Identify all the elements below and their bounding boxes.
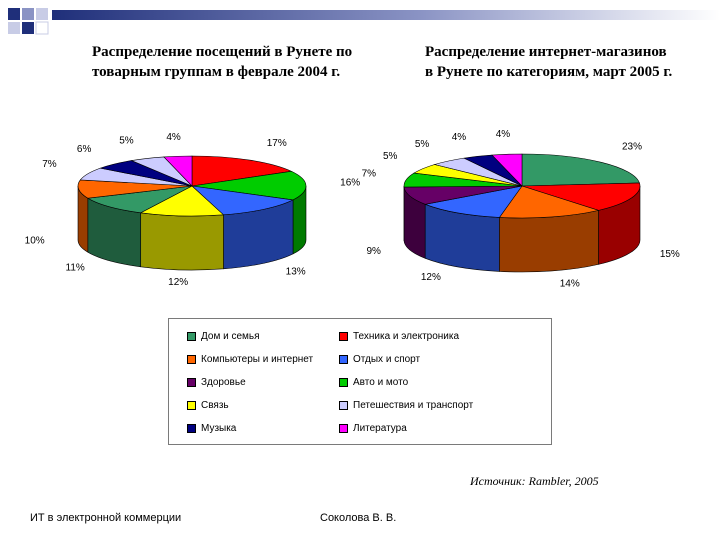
legend-label: Авто и мото — [353, 376, 409, 388]
legend-item: Здоровье — [187, 375, 246, 389]
pie-data-label: 15% — [660, 249, 680, 260]
legend-swatch — [187, 423, 196, 433]
legend: Дом и семья Техника и электроника Компьюте… — [168, 318, 552, 445]
footer-author: Соколова В. В. — [320, 512, 397, 524]
legend-item: Связь — [187, 398, 229, 412]
pie-data-label: 5% — [415, 139, 430, 150]
pie-data-label: 9% — [366, 246, 381, 257]
pie-data-label: 12% — [168, 277, 188, 288]
legend-label: Компьютеры и интернет — [201, 353, 314, 365]
pie-data-label: 13% — [286, 267, 306, 278]
pie-data-label: 4% — [452, 132, 467, 143]
legend-label: Литература — [353, 422, 407, 434]
pie-slice — [424, 185, 523, 218]
pie-data-label: 17% — [267, 138, 287, 149]
pie-slice — [191, 185, 295, 216]
legend-swatch — [187, 377, 196, 387]
pie-slice-side — [140, 212, 224, 271]
pie-data-label: 6% — [77, 144, 92, 155]
pie-data-label: 16% — [340, 177, 360, 188]
legend-label: Музыка — [201, 422, 237, 434]
pie-slice — [163, 155, 193, 187]
legend-swatch — [339, 354, 348, 364]
pie-slice — [139, 185, 225, 217]
pie-data-label: 10% — [25, 236, 45, 247]
legend-item: Дом и семья — [187, 329, 260, 343]
pie-data-label: 12% — [421, 272, 441, 283]
pie-slice — [491, 153, 523, 187]
legend-item: Литература — [339, 421, 407, 435]
pie-data-label: 23% — [622, 141, 642, 152]
legend-label: Петешествия и транспорт — [353, 399, 474, 411]
pie-data-label: 5% — [119, 135, 134, 146]
decorative-top-bar — [8, 8, 720, 35]
legend-item: Петешествия и транспорт — [339, 398, 473, 412]
pie-slice — [521, 182, 641, 211]
legend-item: Компьютеры и интернет — [187, 352, 313, 366]
pie-slice — [498, 185, 600, 219]
pie-data-label: 5% — [383, 151, 398, 162]
legend-item: Музыка — [187, 421, 236, 435]
legend-label: Техника и электроника — [353, 330, 460, 342]
pie-slice — [191, 170, 307, 201]
pie-chart-2: 23% 15% 14% 12% 9% 7% 5% 5% 4% 4% — [362, 129, 680, 290]
legend-item: Отдых и спорт — [339, 352, 420, 366]
legend-swatch — [339, 377, 348, 387]
legend-item: Техника и электроника — [339, 329, 459, 343]
legend-swatch — [339, 400, 348, 410]
footer-course: ИТ в электронной коммерции — [30, 512, 182, 524]
pie-slice — [521, 153, 640, 187]
pie-data-label: 4% — [166, 132, 181, 143]
pie-slice-side — [499, 209, 599, 273]
pie-data-label: 4% — [496, 129, 511, 140]
legend-swatch — [187, 331, 196, 341]
pie-data-label: 14% — [560, 279, 580, 290]
legend-swatch — [187, 400, 196, 410]
right-chart-title: Распределение интернет-магазинов в Рунет… — [425, 44, 673, 80]
pie-data-label: 7% — [42, 159, 57, 170]
legend-label: Дом и семья — [201, 330, 260, 342]
legend-swatch — [339, 423, 348, 433]
legend-label: Здоровье — [201, 376, 246, 388]
pie-slice — [86, 185, 193, 214]
pie-data-label: 7% — [362, 169, 377, 180]
pie-data-label: 11% — [66, 263, 85, 274]
legend-swatch — [339, 331, 348, 341]
legend-label: Связь — [201, 399, 229, 411]
legend-item: Авто и мото — [339, 375, 408, 389]
pie-chart-1: 17% 16% 13% 12% 11% 10% 7% 6% 5% 4% — [25, 132, 361, 288]
legend-swatch — [187, 354, 196, 364]
legend-label: Отдых и спорт — [353, 353, 421, 365]
left-chart-title: Распределение посещений в Рунете по това… — [92, 44, 353, 80]
pie-charts: 17% 16% 13% 12% 11% 10% 7% 6% 5% 4% 23% 15% 14% 12% 9%… — [25, 129, 680, 290]
source-note: Источник: Rambler, 2005 — [470, 474, 599, 488]
pie-slice — [191, 155, 293, 187]
